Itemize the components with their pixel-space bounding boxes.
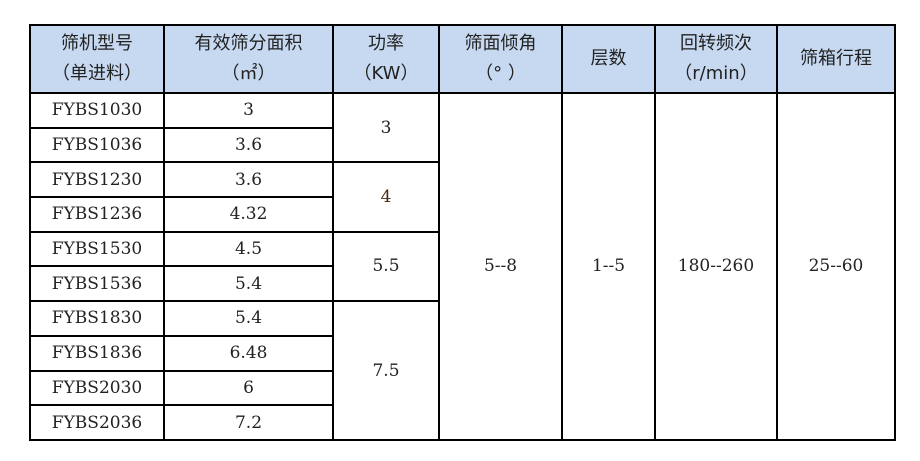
header-stroke: 筛箱行程 (776, 24, 896, 94)
table-row: FYBS1536 5.4 (29, 265, 895, 303)
header-text: 筛箱行程 (800, 48, 872, 69)
area-cell: 3 (163, 92, 334, 129)
header-subtext: （° ） (475, 63, 526, 84)
model-cell: FYBS1030 (29, 92, 165, 129)
header-power: 功率 （KW） (332, 24, 440, 94)
frequency-cell: 180--260 (654, 92, 778, 441)
specification-table: 筛机型号 （单进料） 有效筛分面积 （㎡） 功率 （KW） 筛面倾角 （° ） 层数 回… (29, 24, 896, 441)
area-cell: 4.32 (163, 196, 334, 233)
table-row: FYBS1230 3.6 4 (29, 161, 895, 233)
model-cell: FYBS1036 (29, 126, 165, 164)
power-cell: 4 (332, 161, 440, 233)
header-text: 层数 (590, 48, 627, 69)
stroke-cell: 25--60 (776, 92, 896, 441)
area-cell: 6.48 (163, 334, 334, 372)
header-subtext: （KW） (353, 63, 419, 84)
model-cell: FYBS1836 (29, 334, 165, 372)
area-cell: 7.2 (163, 404, 334, 441)
model-cell: FYBS1536 (29, 265, 165, 303)
model-cell: FYBS1530 (29, 230, 165, 268)
header-frequency: 回转频次 （r/min） (654, 24, 778, 94)
model-cell: FYBS1230 (29, 161, 165, 199)
model-cell: FYBS2030 (29, 369, 165, 407)
table-row: FYBS1830 5.4 7.5 (29, 300, 895, 441)
table-row: FYBS1236 4.32 (29, 196, 895, 233)
angle-cell: 5--8 (438, 92, 563, 441)
header-row: 筛机型号 （单进料） 有效筛分面积 （㎡） 功率 （KW） 筛面倾角 （° ） 层数 回… (29, 24, 896, 94)
model-cell: FYBS1236 (29, 196, 165, 233)
model-cell: FYBS1830 (29, 300, 165, 337)
area-cell: 6 (163, 369, 334, 407)
header-text: 筛面倾角 (464, 33, 537, 54)
area-cell: 3.6 (163, 161, 334, 199)
header-model: 筛机型号 （单进料） (29, 24, 165, 94)
power-cell: 3 (332, 91, 440, 164)
area-cell: 5.4 (163, 300, 334, 337)
table-row: FYBS1530 4.5 5.5 (29, 230, 895, 303)
header-area: 有效筛分面积 （㎡） (163, 24, 334, 94)
table-row: FYBS1030 3 3 5--8 1--5 180--260 25--60 (29, 91, 896, 441)
header-text: 有效筛分面积 (194, 33, 303, 54)
table-row: FYBS2030 6 (29, 369, 895, 407)
table-row: FYBS1036 3.6 (29, 126, 895, 164)
header-subtext: （r/min） (674, 63, 758, 84)
header-layers: 层数 (561, 24, 656, 94)
header-subtext: （㎡） (221, 63, 276, 84)
model-cell: FYBS2036 (29, 404, 165, 441)
power-cell: 7.5 (332, 300, 440, 441)
header-subtext: （单进料） (52, 63, 142, 84)
table-row: FYBS1836 6.48 (29, 334, 895, 372)
header-text: 回转频次 (680, 33, 752, 54)
layers-cell: 1--5 (561, 92, 656, 441)
header-text: 功率 (368, 33, 404, 54)
power-cell: 5.5 (332, 230, 440, 303)
table-row: FYBS2036 7.2 (29, 404, 895, 441)
area-cell: 4.5 (163, 230, 334, 268)
header-text: 筛机型号 (61, 33, 133, 54)
area-cell: 3.6 (163, 126, 334, 164)
header-angle: 筛面倾角 （° ） (438, 24, 563, 94)
area-cell: 5.4 (163, 265, 334, 303)
